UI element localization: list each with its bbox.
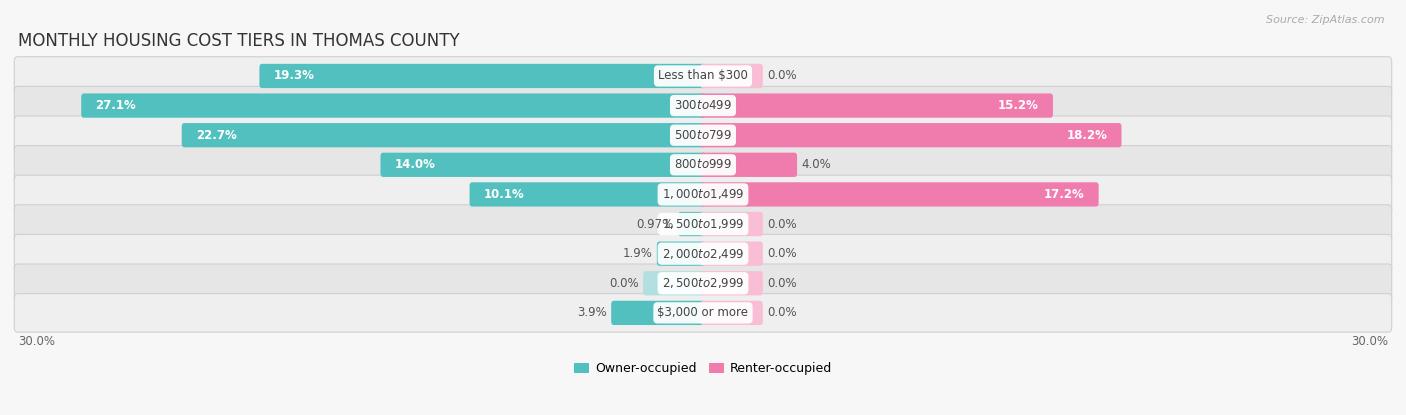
FancyBboxPatch shape <box>643 271 706 295</box>
Text: 0.0%: 0.0% <box>766 277 797 290</box>
Text: 22.7%: 22.7% <box>195 129 236 142</box>
FancyBboxPatch shape <box>700 64 763 88</box>
FancyBboxPatch shape <box>82 93 706 118</box>
Text: 0.0%: 0.0% <box>609 277 640 290</box>
Text: 14.0%: 14.0% <box>395 158 436 171</box>
Text: 0.0%: 0.0% <box>766 69 797 83</box>
FancyBboxPatch shape <box>14 175 1392 214</box>
Text: 0.97%: 0.97% <box>637 217 673 231</box>
FancyBboxPatch shape <box>381 153 706 177</box>
FancyBboxPatch shape <box>678 212 706 236</box>
FancyBboxPatch shape <box>14 205 1392 243</box>
FancyBboxPatch shape <box>700 153 797 177</box>
Text: $300 to $499: $300 to $499 <box>673 99 733 112</box>
Legend: Owner-occupied, Renter-occupied: Owner-occupied, Renter-occupied <box>574 362 832 376</box>
Text: Source: ZipAtlas.com: Source: ZipAtlas.com <box>1267 15 1385 24</box>
Text: MONTHLY HOUSING COST TIERS IN THOMAS COUNTY: MONTHLY HOUSING COST TIERS IN THOMAS COU… <box>18 32 460 50</box>
Text: 0.0%: 0.0% <box>766 306 797 320</box>
Text: $3,000 or more: $3,000 or more <box>658 306 748 320</box>
FancyBboxPatch shape <box>700 301 763 325</box>
Text: $1,000 to $1,499: $1,000 to $1,499 <box>662 188 744 201</box>
FancyBboxPatch shape <box>181 123 706 147</box>
Text: $2,500 to $2,999: $2,500 to $2,999 <box>662 276 744 290</box>
FancyBboxPatch shape <box>700 212 763 236</box>
Text: 1.9%: 1.9% <box>623 247 652 260</box>
Text: 19.3%: 19.3% <box>274 69 315 83</box>
FancyBboxPatch shape <box>700 271 763 295</box>
FancyBboxPatch shape <box>14 86 1392 125</box>
FancyBboxPatch shape <box>657 242 706 266</box>
Text: 10.1%: 10.1% <box>484 188 524 201</box>
Text: 4.0%: 4.0% <box>801 158 831 171</box>
Text: $2,000 to $2,499: $2,000 to $2,499 <box>662 247 744 261</box>
Text: Less than $300: Less than $300 <box>658 69 748 83</box>
Text: 30.0%: 30.0% <box>1351 335 1388 348</box>
Text: 17.2%: 17.2% <box>1043 188 1084 201</box>
Text: 3.9%: 3.9% <box>578 306 607 320</box>
Text: 27.1%: 27.1% <box>96 99 136 112</box>
FancyBboxPatch shape <box>14 57 1392 95</box>
Text: 0.0%: 0.0% <box>766 247 797 260</box>
Text: 30.0%: 30.0% <box>18 335 55 348</box>
FancyBboxPatch shape <box>14 234 1392 273</box>
Text: 18.2%: 18.2% <box>1066 129 1108 142</box>
FancyBboxPatch shape <box>700 182 1098 207</box>
FancyBboxPatch shape <box>470 182 706 207</box>
Text: $500 to $799: $500 to $799 <box>673 129 733 142</box>
FancyBboxPatch shape <box>14 294 1392 332</box>
FancyBboxPatch shape <box>259 64 706 88</box>
Text: $1,500 to $1,999: $1,500 to $1,999 <box>662 217 744 231</box>
FancyBboxPatch shape <box>14 264 1392 303</box>
FancyBboxPatch shape <box>700 93 1053 118</box>
FancyBboxPatch shape <box>612 301 706 325</box>
FancyBboxPatch shape <box>700 242 763 266</box>
FancyBboxPatch shape <box>700 123 1122 147</box>
Text: $800 to $999: $800 to $999 <box>673 158 733 171</box>
FancyBboxPatch shape <box>14 146 1392 184</box>
FancyBboxPatch shape <box>14 116 1392 154</box>
Text: 15.2%: 15.2% <box>998 99 1039 112</box>
Text: 0.0%: 0.0% <box>766 217 797 231</box>
